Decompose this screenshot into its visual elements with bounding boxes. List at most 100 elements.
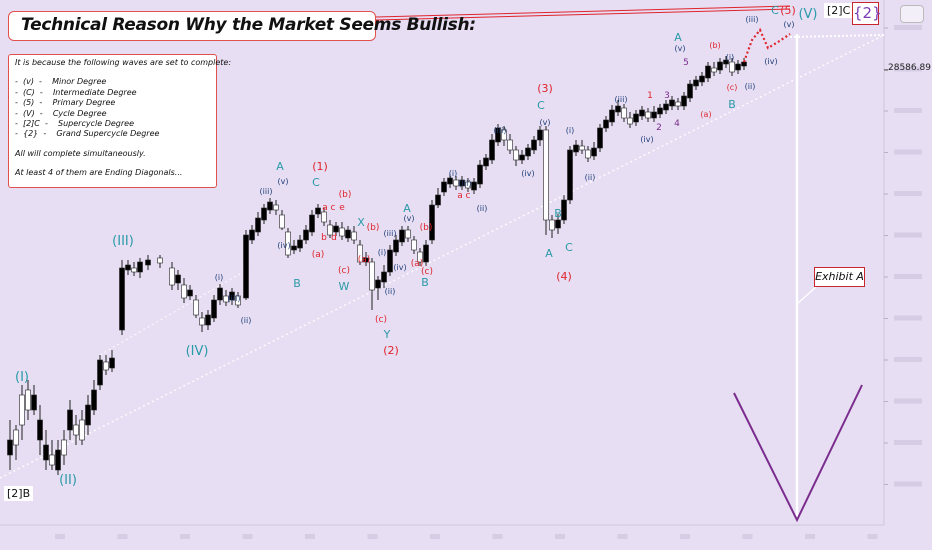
wave-label: (ii) [241, 316, 252, 325]
price-tick-label [894, 357, 922, 362]
candle-body [723, 59, 729, 65]
candle-body [333, 225, 339, 233]
wave-label: (iv) [277, 241, 290, 250]
price-tick-label [894, 25, 922, 30]
candle-body [387, 249, 393, 273]
candle-body [735, 63, 741, 71]
candle-body [193, 299, 199, 316]
candle-body [327, 224, 333, 236]
wave-label: (ii) [477, 204, 488, 213]
wave-label: (i) [726, 53, 734, 62]
time-tick-label [492, 534, 503, 539]
price-tick-label [894, 481, 922, 487]
candle-body [351, 231, 357, 241]
wave-label: (i) [566, 126, 574, 135]
candle-body [303, 229, 309, 241]
wave-label: 3 [664, 91, 670, 101]
wave-label: 1 [647, 91, 653, 101]
candle-body [291, 245, 297, 251]
candle-body [603, 119, 609, 129]
candle-body [657, 107, 663, 115]
candle-body [381, 271, 387, 283]
candle-body [591, 147, 597, 157]
candle-body [145, 259, 151, 266]
candle-body [261, 207, 267, 221]
wave-label: (b) [709, 41, 720, 50]
candle-body [699, 75, 705, 83]
candle-body [705, 65, 711, 79]
wave-row: - (5) - Primary Degree [15, 98, 116, 108]
candle-body [309, 214, 315, 233]
candle-body [531, 139, 537, 151]
wave-label: (3) [537, 82, 553, 95]
wave-label: (c) [727, 83, 738, 92]
candle-body [211, 299, 217, 319]
candle-body [399, 229, 405, 243]
candle-body [229, 291, 235, 301]
wave-label: (IV) [186, 344, 209, 359]
wave-row: - {2} - Grand Supercycle Degree [15, 129, 160, 139]
candle-body [85, 404, 91, 426]
candle-body [79, 419, 85, 441]
wave-label: (iii) [459, 179, 472, 188]
title-callout-line [375, 5, 791, 18]
candle-body [645, 111, 651, 119]
wave-label: (v) [278, 177, 289, 186]
candle-body [97, 359, 103, 386]
exhibit-v-shape [733, 384, 863, 523]
time-tick-label [305, 534, 315, 539]
candle-body [627, 117, 633, 125]
price-axis-label: 28586.89 [888, 63, 931, 73]
wave-label: 5 [683, 58, 689, 68]
wave-label: (iv) [393, 263, 406, 272]
supercycle-c-label: [2]C [824, 3, 854, 18]
candle-body [693, 79, 699, 87]
candle-body [411, 239, 417, 251]
candle-body [633, 113, 639, 123]
price-tick-label [894, 274, 922, 279]
candle-body [537, 129, 543, 141]
wave-label: B [293, 277, 301, 290]
wave-label: (iv) [521, 169, 534, 178]
wave-label: (b) [339, 190, 352, 200]
candle-body [217, 287, 223, 301]
candle-body [567, 149, 573, 201]
wave-label: A [674, 31, 682, 44]
candle-body [711, 67, 717, 73]
candle-body [717, 61, 723, 71]
wave-label: (iii) [746, 15, 759, 24]
wave-label: (iv) [764, 57, 777, 66]
wave-label: (ii) [745, 82, 756, 91]
wave-notes: It is because the following waves are se… [8, 54, 232, 188]
candle-body [109, 357, 115, 369]
candle-body [223, 295, 229, 303]
candle-body [61, 439, 67, 456]
candle-body [585, 149, 591, 159]
candle-body [465, 181, 471, 189]
candle-body [103, 361, 109, 371]
candle-body [489, 139, 495, 161]
candle-body [119, 267, 125, 331]
wave-label: (iv) [640, 135, 653, 144]
time-tick-label [555, 534, 565, 539]
candle-body [663, 103, 669, 111]
wave-label: a [322, 203, 328, 213]
candle-body [621, 107, 627, 119]
candle-body [459, 179, 465, 187]
time-tick-label [680, 534, 690, 539]
wave-label: (iii) [228, 294, 241, 303]
candle-body [169, 267, 175, 286]
wave-label: (v) [675, 44, 686, 53]
wave-label: b [321, 233, 327, 243]
notes-intro: It is because the following waves are se… [15, 58, 232, 67]
wave-label: (v) [404, 214, 415, 223]
price-tick-label [894, 108, 922, 113]
candle-body [525, 147, 531, 157]
candle-body [741, 61, 747, 67]
wave-label: (c) [421, 267, 433, 277]
grand-supercycle-label: {2} [852, 2, 882, 25]
candle-body [669, 99, 675, 107]
wave-label: (i) [449, 169, 457, 178]
wave-label: C [771, 4, 779, 17]
